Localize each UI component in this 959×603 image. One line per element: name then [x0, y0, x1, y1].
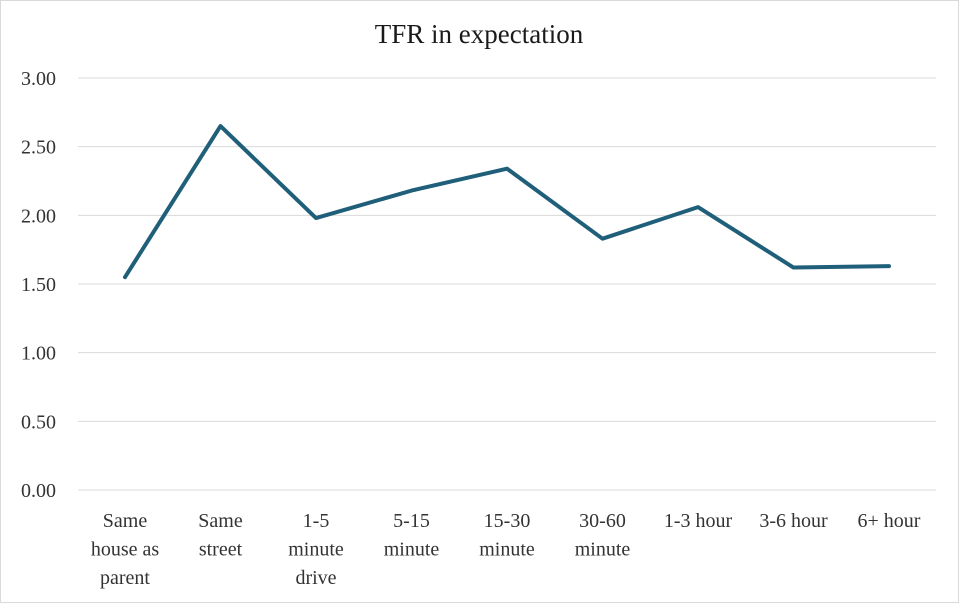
y-tick-label: 0.00: [21, 480, 56, 502]
x-tick-label: 15-30 minute: [479, 510, 535, 561]
series-line: [123, 124, 891, 280]
x-tick-label: Same house as parent: [91, 510, 160, 589]
y-tick-label: 0.50: [21, 411, 56, 433]
series-layer: [123, 124, 891, 280]
x-tick-label: 6+ hour: [858, 510, 921, 532]
gridlines: [78, 77, 936, 491]
y-tick-label: 1.50: [21, 274, 56, 296]
y-tick-label: 2.50: [21, 137, 56, 159]
x-tick-label: 1-5 minute drive: [288, 510, 344, 589]
y-axis-ticks: 0.00 0.50 1.00 1.50 2.00 2.50 3.00: [21, 68, 56, 502]
x-tick-label: 3-6 hour: [759, 510, 828, 532]
x-tick-label: Same street: [198, 510, 243, 561]
x-tick-label: 1-3 hour: [664, 510, 733, 532]
y-tick-label: 2.00: [21, 205, 56, 227]
y-tick-label: 1.00: [21, 343, 56, 365]
x-tick-label: 5-15 minute: [384, 510, 440, 561]
x-tick-label: 30-60 minute: [575, 510, 631, 561]
chart-title: TFR in expectation: [375, 19, 584, 49]
y-tick-label: 3.00: [21, 68, 56, 90]
x-axis-ticks: Same house as parent Same street 1-5 minute dri…: [91, 510, 921, 589]
